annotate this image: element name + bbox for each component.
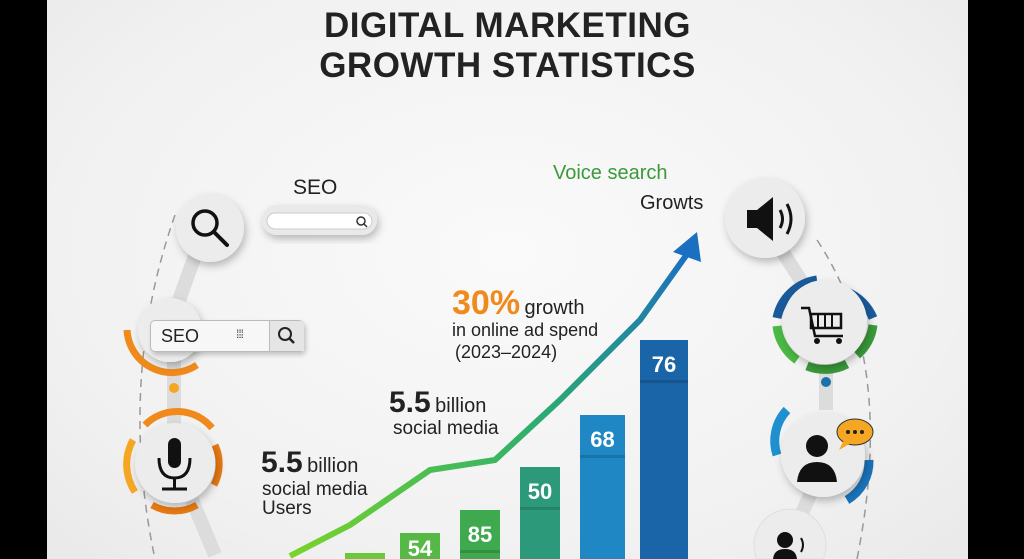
low-desc-1: social media	[262, 479, 368, 500]
bar	[460, 510, 500, 559]
left-dashed-arc	[139, 214, 176, 559]
low-stat: 5.5 billion	[261, 446, 358, 480]
bar	[640, 340, 688, 559]
mid-desc: social media	[393, 418, 499, 439]
grid-dots-icon: ⁞⁞⁞	[236, 327, 244, 341]
ad-spend-growth: 30% growth	[452, 284, 585, 323]
bar-value-label: 76	[652, 352, 676, 377]
page-title-line-2: GROWTH STATISTICS	[319, 46, 696, 85]
speaker-icon	[747, 197, 793, 241]
bar	[520, 467, 560, 559]
growth-word: growth	[524, 297, 585, 319]
search-icon	[278, 327, 295, 344]
bar	[345, 553, 385, 559]
person-chat-icon	[797, 418, 874, 482]
low-unit: billion	[307, 455, 359, 477]
search-icon	[191, 209, 229, 247]
bar-band	[460, 550, 500, 553]
mid-stat: 5.5 billion	[389, 386, 486, 420]
bar	[580, 415, 625, 559]
trend-arrowhead	[673, 232, 701, 262]
bar-series: 54 85 50 68 76	[345, 340, 688, 559]
bar-value-label: 68	[590, 427, 614, 452]
low-number: 5.5	[261, 446, 303, 479]
bar-value-label: 50	[528, 479, 552, 504]
search-bar-small	[266, 212, 373, 230]
bar-band	[520, 507, 560, 510]
ad-spend-text: in online ad spend	[452, 320, 599, 340]
person-audio-icon	[773, 532, 804, 559]
seo-label: SEO	[293, 176, 338, 199]
microphone-ring	[123, 408, 223, 515]
bar-value-label: 54	[408, 536, 433, 559]
growth-percent: 30%	[452, 284, 521, 322]
shopping-cart-icon	[801, 306, 843, 344]
page-title-line-1: DIGITAL MARKETING	[324, 6, 691, 45]
years-text: (2023–2024)	[455, 342, 558, 362]
bar-value-label: 85	[468, 522, 492, 547]
microphone-icon	[157, 438, 192, 491]
search-button[interactable]	[269, 321, 304, 351]
infographic-canvas: 54 85 50 68 76	[47, 0, 968, 559]
mid-number: 5.5	[389, 386, 431, 419]
bar-band	[640, 380, 688, 383]
bar-band	[580, 455, 625, 458]
mid-unit: billion	[435, 395, 487, 417]
search-circle	[176, 194, 244, 262]
bar	[400, 533, 440, 559]
voice-search-label: Voice search	[553, 162, 668, 184]
graphics-layer: 54 85 50 68 76	[123, 178, 878, 559]
seo-box-text: SEO	[161, 326, 200, 346]
growts-label: Growts	[640, 192, 704, 214]
seo-search-box[interactable]: SEO ⁞⁞⁞	[150, 320, 304, 352]
growth-trend-line	[288, 248, 693, 559]
low-desc-2: Users	[262, 498, 312, 519]
